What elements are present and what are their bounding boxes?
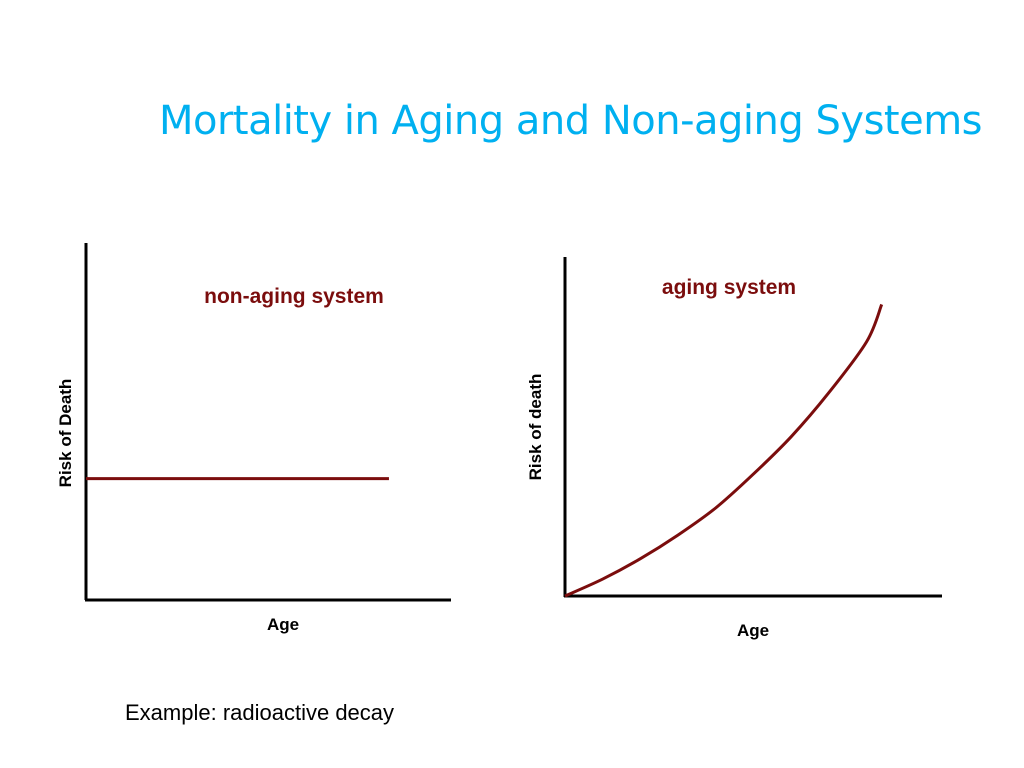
chart-title-non-aging: non-aging system <box>204 285 384 308</box>
x-axis-title: Age <box>737 621 769 640</box>
chart-non-aging: non-aging system Age Risk of Death <box>56 243 451 634</box>
slide-title: Mortality in Aging and Non-aging Systems <box>158 98 983 144</box>
y-axis-title: Risk of Death <box>56 379 75 488</box>
x-axis-title: Age <box>267 615 299 634</box>
chart-title-aging: aging system <box>662 276 796 299</box>
chart-aging: aging system Age Risk of death <box>526 257 942 640</box>
example-note: Example: radioactive decay <box>125 700 395 725</box>
series-line-rising-risk <box>564 303 884 598</box>
y-axis-title: Risk of death <box>526 374 545 481</box>
